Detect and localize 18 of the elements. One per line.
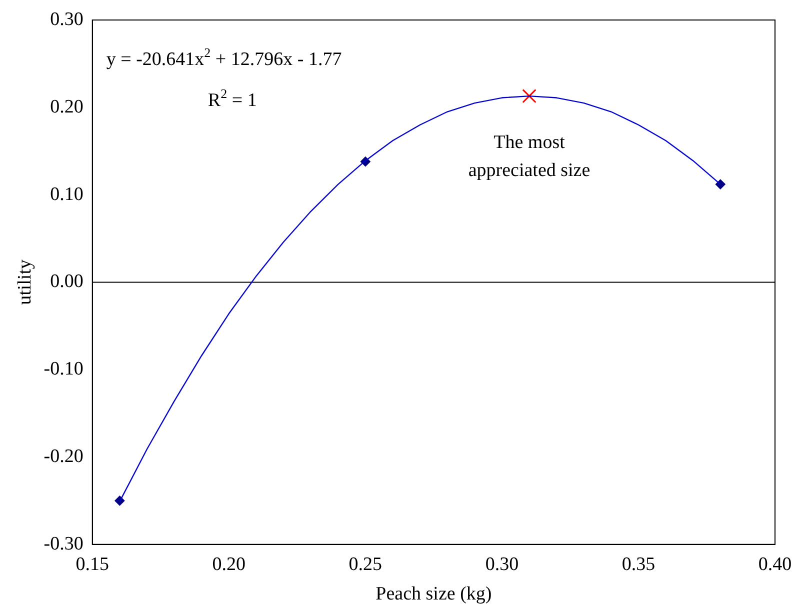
- y-tick-label: 0.00: [50, 271, 84, 292]
- y-tick-label: 0.20: [50, 96, 84, 118]
- point: [522, 88, 536, 104]
- point: [715, 179, 726, 190]
- x-tick-label: 0.30: [485, 554, 519, 575]
- x-tick-label: 0.40: [758, 554, 792, 575]
- annotation: The most appreciated size: [468, 132, 590, 182]
- x-tick-label: 0.15: [76, 554, 109, 575]
- y-tick-label: -0.30: [44, 533, 84, 554]
- y-tick-label: 0.30: [50, 8, 84, 30]
- y-axis-title: utility: [14, 259, 36, 305]
- x-tick-label: 0.35: [622, 554, 656, 575]
- x-tick-label: 0.20: [212, 554, 246, 575]
- y-tick-label: 0.10: [50, 184, 84, 205]
- x-tick-label: 0.25: [348, 554, 382, 575]
- y-tick-label: -0.10: [44, 358, 84, 380]
- y-tick-label: -0.20: [44, 446, 84, 467]
- x-axis-title: Peach size (kg): [376, 584, 492, 605]
